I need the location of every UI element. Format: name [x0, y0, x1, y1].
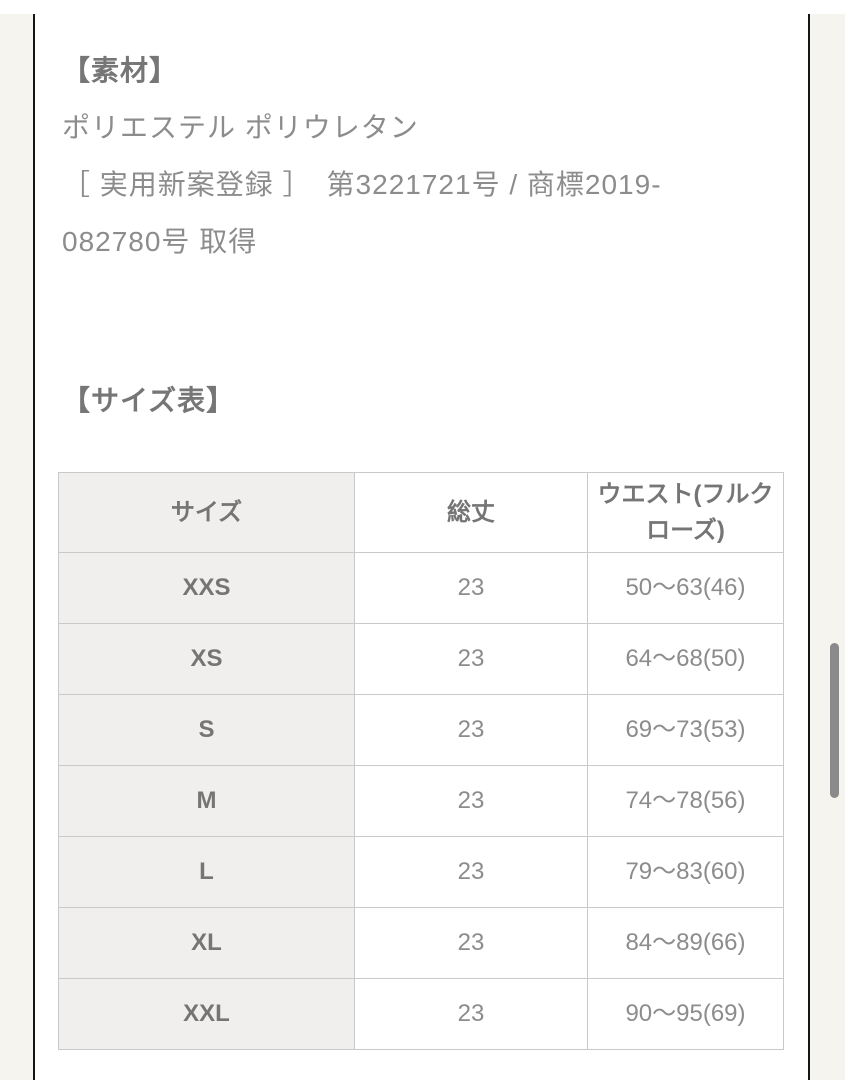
- waist-value: 64〜68(50): [587, 623, 784, 695]
- length-value: 23: [354, 907, 588, 979]
- size-label: S: [58, 694, 355, 766]
- waist-value: 84〜89(66): [587, 907, 784, 979]
- waist-value: 74〜78(56): [587, 765, 784, 837]
- material-line-fabric: ポリエステル ポリウレタン: [62, 112, 419, 143]
- length-value: 23: [354, 694, 588, 766]
- table-row: XXL 23 90〜95(69): [58, 978, 784, 1050]
- vertical-scrollbar-thumb[interactable]: [830, 643, 839, 798]
- size-chart-heading: 【サイズ表】: [62, 385, 236, 416]
- top-white-strip: [0, 0, 845, 14]
- table-row: XXS 23 50〜63(46): [58, 552, 784, 624]
- size-label: M: [58, 765, 355, 837]
- size-chart-table: サイズ 総丈 ウエスト(フルクローズ) XXS 23 50〜63(46) XS …: [58, 472, 784, 1050]
- waist-value: 90〜95(69): [587, 978, 784, 1050]
- length-value: 23: [354, 552, 588, 624]
- length-value: 23: [354, 978, 588, 1050]
- table-row: XS 23 64〜68(50): [58, 623, 784, 695]
- size-table-header-row: サイズ 総丈 ウエスト(フルクローズ): [58, 472, 784, 553]
- table-row: S 23 69〜73(53): [58, 694, 784, 766]
- material-line-patent-cont: 082780号 取得: [62, 226, 258, 257]
- table-row: M 23 74〜78(56): [58, 765, 784, 837]
- table-row: XL 23 84〜89(66): [58, 907, 784, 979]
- size-label: XXL: [58, 978, 355, 1050]
- waist-value: 69〜73(53): [587, 694, 784, 766]
- column-header-waist: ウエスト(フルクローズ): [587, 472, 784, 553]
- material-section: 【素材】 ポリエステル ポリウレタン ［ 実用新案登録 ］ 第3221721号 …: [35, 14, 808, 429]
- table-row: L 23 79〜83(60): [58, 836, 784, 908]
- material-heading: 【素材】: [62, 55, 179, 86]
- length-value: 23: [354, 765, 588, 837]
- size-label: XL: [58, 907, 355, 979]
- material-line-patent: ［ 実用新案登録 ］ 第3221721号 / 商標2019-: [62, 169, 662, 200]
- waist-value: 79〜83(60): [587, 836, 784, 908]
- size-label: XS: [58, 623, 355, 695]
- product-description-panel: 【素材】 ポリエステル ポリウレタン ［ 実用新案登録 ］ 第3221721号 …: [33, 14, 810, 1080]
- length-value: 23: [354, 836, 588, 908]
- size-label: XXS: [58, 552, 355, 624]
- column-header-size: サイズ: [58, 472, 355, 553]
- length-value: 23: [354, 623, 588, 695]
- waist-value: 50〜63(46): [587, 552, 784, 624]
- size-label: L: [58, 836, 355, 908]
- column-header-length: 総丈: [354, 472, 588, 553]
